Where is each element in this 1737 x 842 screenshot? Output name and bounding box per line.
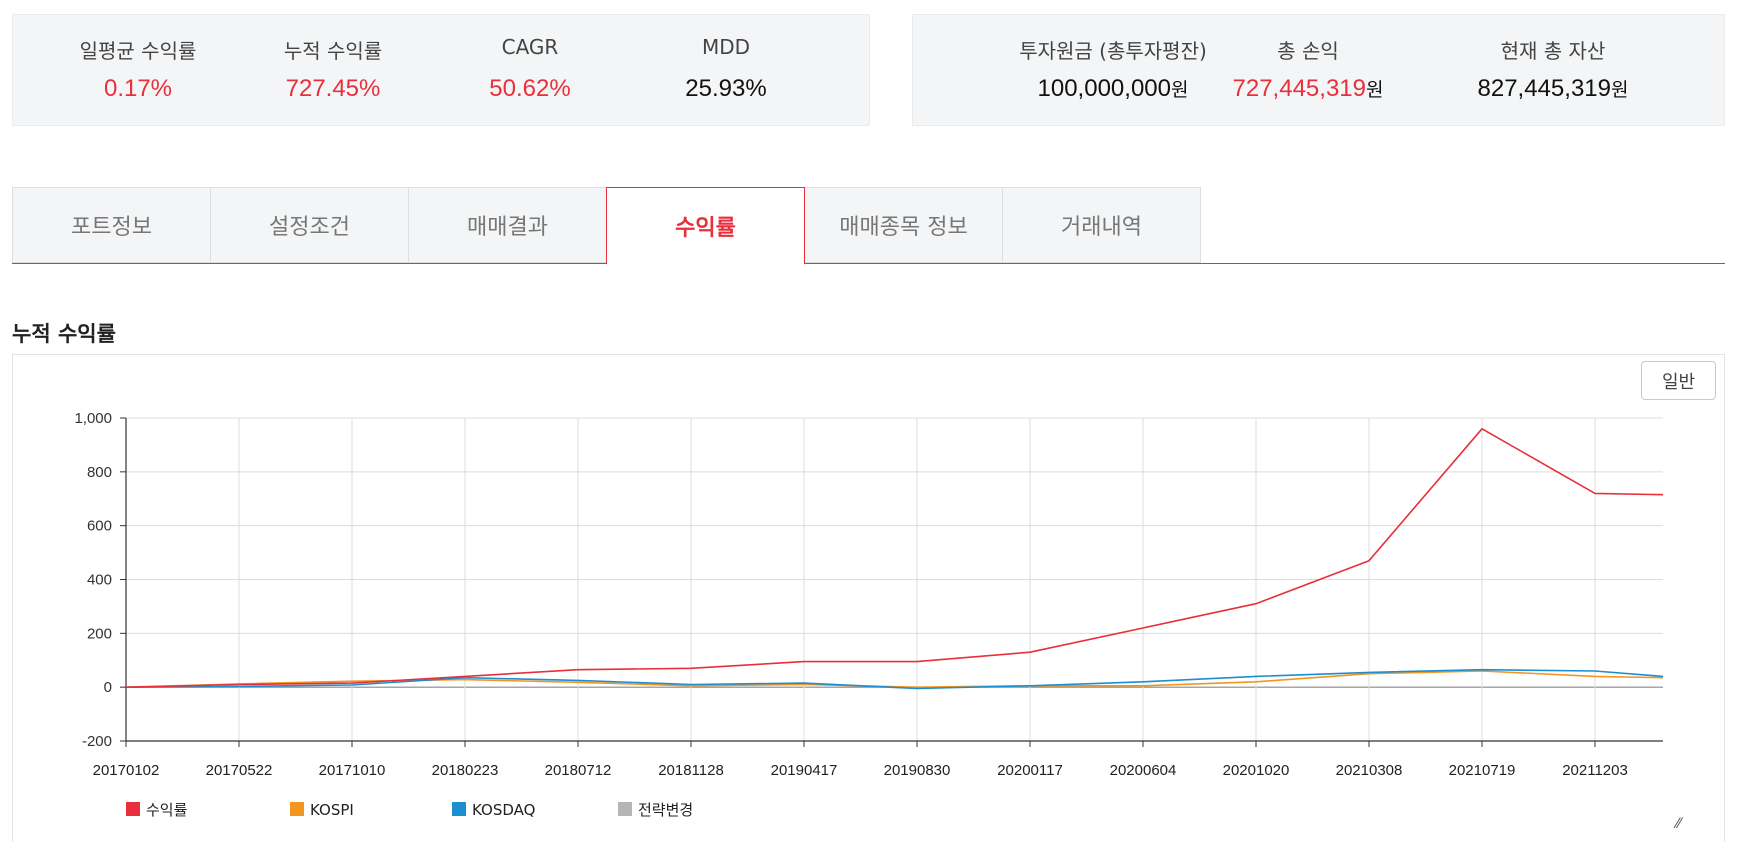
y-tick-label: 200 bbox=[87, 625, 112, 642]
x-tick-label: 20201020 bbox=[1223, 762, 1290, 779]
y-tick-label: 1,000 bbox=[74, 410, 112, 427]
stat-value: 727,445,319원 bbox=[1178, 75, 1438, 103]
stat-right-0: 투자원금 (총투자평잔) 100,000,000원 bbox=[983, 15, 1243, 127]
stat-1: 누적 수익률 727.45% bbox=[233, 15, 433, 127]
tab-returns[interactable]: 수익률 bbox=[606, 187, 805, 264]
x-tick-label: 20181128 bbox=[658, 762, 724, 779]
legend-swatch bbox=[126, 802, 140, 816]
stat-value: 25.93% bbox=[685, 75, 767, 102]
stat-value: 0.17% bbox=[103, 75, 173, 102]
stat-2: CAGR 50.62% bbox=[430, 15, 630, 127]
legend-swatch bbox=[618, 802, 632, 816]
stat-label: 누적 수익률 bbox=[283, 39, 383, 63]
x-tick-label: 20170102 bbox=[93, 762, 160, 779]
series-line-2 bbox=[125, 668, 1664, 690]
y-tick-label: -200 bbox=[82, 733, 112, 750]
x-tick-label: 20211203 bbox=[1562, 762, 1628, 779]
tab-history[interactable]: 거래내역 bbox=[1002, 187, 1201, 263]
x-tick-label: 20200604 bbox=[1110, 762, 1177, 779]
summary-left-panel: 일평균 수익률 0.17% 누적 수익률 727.45% CAGR 50.62% MDD 25… bbox=[12, 14, 870, 126]
stat-amount: 100,000,000 bbox=[1037, 75, 1171, 102]
x-tick-label: 20190417 bbox=[771, 762, 838, 779]
stat-right-2: 현재 총 자산 827,445,319원 bbox=[1423, 15, 1683, 127]
x-tick-label: 20171010 bbox=[319, 762, 386, 779]
stat-label: CAGR bbox=[501, 35, 559, 59]
stat-label: 일평균 수익률 bbox=[79, 39, 197, 63]
stat-label: 투자원금 (총투자평잔) bbox=[1019, 39, 1207, 63]
x-tick-label: 20190830 bbox=[884, 762, 951, 779]
resize-grip-icon[interactable]: ⁄⁄ bbox=[1676, 816, 1681, 832]
stat-0: 일평균 수익률 0.17% bbox=[38, 15, 238, 127]
stat-value: 727.45% bbox=[285, 75, 381, 102]
y-tick-label: 800 bbox=[87, 464, 112, 481]
legend-swatch bbox=[290, 802, 304, 816]
stat-unit: 원 bbox=[1170, 79, 1189, 101]
legend-swatch bbox=[452, 802, 466, 816]
tab-settings[interactable]: 설정조건 bbox=[210, 187, 409, 263]
stat-unit: 원 bbox=[1610, 79, 1629, 101]
stat-amount: 827,445,319 bbox=[1477, 75, 1611, 102]
tab-stock-info[interactable]: 매매종목 정보 bbox=[804, 187, 1003, 263]
x-tick-label: 20210308 bbox=[1336, 762, 1403, 779]
stat-label: 총 손익 bbox=[1277, 39, 1339, 63]
stat-value: 50.62% bbox=[489, 75, 571, 102]
y-tick-label: 0 bbox=[104, 679, 112, 696]
chart-mode-button[interactable]: 일반 bbox=[1641, 361, 1716, 400]
legend-label: KOSDAQ bbox=[472, 801, 535, 819]
x-tick-label: 20180223 bbox=[432, 762, 499, 779]
tab-port-info[interactable]: 포트정보 bbox=[12, 187, 211, 263]
stat-label: MDD bbox=[701, 35, 751, 59]
tab-trade-result[interactable]: 매매결과 bbox=[408, 187, 607, 263]
stat-3: MDD 25.93% bbox=[626, 15, 826, 127]
tab-baseline bbox=[12, 263, 1725, 264]
legend-label: 수익률 bbox=[146, 801, 188, 819]
legend-label: 전략변경 bbox=[638, 801, 693, 819]
stat-label: 현재 총 자산 bbox=[1500, 39, 1606, 63]
stat-unit: 원 bbox=[1365, 79, 1384, 101]
y-tick-label: 400 bbox=[87, 572, 112, 589]
x-tick-label: 20210719 bbox=[1449, 762, 1516, 779]
series-line-0 bbox=[125, 427, 1664, 688]
tab-bar: 포트정보 설정조건 매매결과 수익률 매매종목 정보 거래내역 bbox=[12, 187, 1725, 264]
stat-value: 100,000,000원 bbox=[983, 75, 1243, 103]
chart-panel bbox=[12, 354, 1725, 842]
summary-right-panel: 투자원금 (총투자평잔) 100,000,000원 총 손익 727,445,319원… bbox=[912, 14, 1725, 126]
x-tick-label: 20180712 bbox=[545, 762, 612, 779]
stat-value: 827,445,319원 bbox=[1423, 75, 1683, 103]
legend-label: KOSPI bbox=[310, 801, 354, 819]
section-title: 누적 수익률 bbox=[12, 322, 116, 346]
x-tick-label: 20170522 bbox=[206, 762, 273, 779]
x-tick-label: 20200117 bbox=[997, 762, 1063, 779]
stat-amount: 727,445,319 bbox=[1232, 75, 1366, 102]
stat-right-1: 총 손익 727,445,319원 bbox=[1178, 15, 1438, 127]
y-tick-label: 600 bbox=[87, 518, 112, 535]
